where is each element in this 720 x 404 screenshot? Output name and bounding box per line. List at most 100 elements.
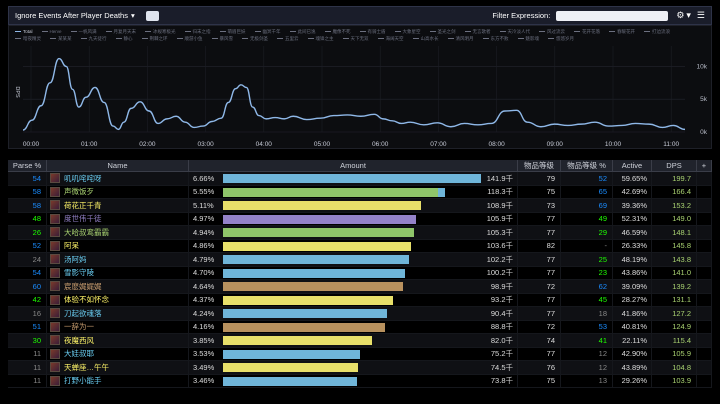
player-name[interactable]: 大娃叔耶: [64, 349, 94, 359]
player-name[interactable]: 度世伟千徒: [64, 214, 102, 224]
table-row[interactable]: 24 汤阿妈 4.79% 102.2千 77 25 48.19% 143.8: [8, 253, 712, 267]
table-row[interactable]: 51 一辞为一 4.16% 88.8千 72 53 40.81% 124.9: [8, 320, 712, 334]
player-name[interactable]: 打野小能手: [64, 376, 102, 386]
legend-item[interactable]: 暗夜精灵: [15, 35, 41, 42]
player-name-cell[interactable]: 宸麽娓娓娓: [47, 280, 189, 293]
death-filter-dropdown[interactable]: Ignore Events After Player Deaths ▾: [15, 11, 135, 20]
table-row[interactable]: 54 雪影守陵 4.70% 100.2千 77 23 43.86% 141.0: [8, 266, 712, 280]
legend-item[interactable]: 九天徒行: [80, 35, 107, 42]
parse-percent: 52: [8, 239, 47, 252]
player-name[interactable]: 汤阿妈: [64, 254, 87, 264]
legend-item[interactable]: 悠悠岁月: [548, 35, 574, 42]
player-name-cell[interactable]: 阿呆: [47, 239, 189, 252]
table-row[interactable]: 11 打野小能手 3.46% 73.8千 75 13 29.26% 103.9: [8, 374, 712, 388]
header-amount[interactable]: Amount: [189, 160, 518, 171]
table-row[interactable]: 60 宸麽娓娓娓 4.64% 98.9千 72 62 39.09% 139.2: [8, 280, 712, 294]
table-row[interactable]: 54 叽叽咤咤呀 6.66% 141.9千 79 52 59.65% 199.7: [8, 172, 712, 186]
legend-item[interactable]: Total: [15, 28, 33, 35]
player-name-cell[interactable]: 天蝉座…午午: [47, 361, 189, 374]
player-name[interactable]: 叽叽咤咤呀: [64, 173, 102, 183]
player-name-cell[interactable]: 夜魔西风: [47, 334, 189, 347]
legend-item[interactable]: 无言歌者: [464, 28, 491, 35]
legend-item[interactable]: 一帆风满: [70, 28, 97, 35]
player-name-cell[interactable]: 荷花正千青: [47, 199, 189, 212]
legend-item[interactable]: 风过流云: [539, 28, 565, 35]
legend-item[interactable]: 顺游小鱼: [176, 35, 203, 42]
player-name[interactable]: 大哈叔鸾霸霸: [64, 227, 109, 237]
legend-item[interactable]: 五里云: [277, 35, 299, 42]
legend-item[interactable]: 月复月天末: [105, 28, 136, 35]
legend-item[interactable]: 魂锋之主: [307, 35, 334, 42]
table-row[interactable]: 42 体验不如怀念 4.37% 93.2千 77 45 28.27% 131.1: [8, 293, 712, 307]
legend-item[interactable]: 山高水长: [412, 35, 439, 42]
legend-item[interactable]: 打边流浪: [644, 28, 670, 35]
player-name[interactable]: 阿呆: [64, 241, 79, 251]
table-row[interactable]: 26 大哈叔鸾霸霸 4.94% 105.3千 77 29 46.59% 148.1: [8, 226, 712, 240]
filter-toggle-box[interactable]: [145, 10, 159, 21]
legend-swatch: [307, 38, 314, 40]
player-name-cell[interactable]: 声微饭歹: [47, 185, 189, 198]
header-add-column[interactable]: +: [697, 160, 712, 171]
legend-item[interactable]: 有骑士盾: [359, 28, 386, 35]
player-name-cell[interactable]: 度世伟千徒: [47, 212, 189, 225]
header-ilvl[interactable]: 物品等级: [518, 160, 561, 171]
player-name-cell[interactable]: 汤阿妈: [47, 253, 189, 266]
legend-item[interactable]: 花开花落: [574, 28, 600, 35]
player-name-cell[interactable]: 雪影守陵: [47, 266, 189, 279]
legend-item[interactable]: 某某某: [50, 35, 72, 42]
legend-item[interactable]: 荆棘之环: [141, 35, 168, 42]
player-name-cell[interactable]: 打野小能手: [47, 374, 189, 387]
legend-item[interactable]: 大象星空: [394, 28, 421, 35]
player-name-cell[interactable]: 大娃叔耶: [47, 347, 189, 360]
table-row[interactable]: 16 刀起欲魂落 4.24% 90.4千 77 18 41.86% 127.2: [8, 307, 712, 321]
player-name-cell[interactable]: 叽叽咤咤呀: [47, 172, 189, 185]
table-header: Parse % Name Amount 物品等级 物品等级 % Active D…: [8, 160, 712, 172]
legend-item[interactable]: 此间已逸: [289, 28, 316, 35]
legend-item[interactable]: Herve: [41, 28, 62, 35]
player-name-cell[interactable]: 一辞为一: [47, 320, 189, 333]
table-row[interactable]: 48 度世伟千徒 4.97% 105.9千 77 49 52.31% 149.0: [8, 212, 712, 226]
legend-item[interactable]: 春暖花开: [609, 28, 635, 35]
legend-item[interactable]: 魔像不死: [324, 28, 351, 35]
header-active[interactable]: Active: [613, 160, 652, 171]
player-name[interactable]: 刀起欲魂落: [64, 308, 102, 318]
player-name-cell[interactable]: 体验不如怀念: [47, 293, 189, 306]
player-name[interactable]: 天蝉座…午午: [64, 362, 109, 372]
legend-item[interactable]: 幽冥千年: [254, 28, 281, 35]
header-name[interactable]: Name: [47, 160, 189, 171]
legend-item[interactable]: 清风明月: [447, 35, 474, 42]
player-name[interactable]: 体验不如怀念: [64, 295, 109, 305]
settings-dropdown[interactable]: ⚙ ▾: [676, 10, 691, 21]
player-name-cell[interactable]: 刀起欲魂落: [47, 307, 189, 320]
player-name[interactable]: 雪影守陵: [64, 268, 94, 278]
player-name[interactable]: 夜魔西风: [64, 335, 94, 345]
legend-item[interactable]: 东方不败: [482, 35, 509, 42]
legend-item[interactable]: 萌眉巨妖: [219, 28, 246, 35]
menu-icon[interactable]: ☰: [696, 10, 705, 20]
legend-item[interactable]: 静心: [115, 35, 133, 42]
table-row[interactable]: 11 天蝉座…午午 3.49% 74.5千 76 12 43.89% 104.8: [8, 361, 712, 375]
header-ilvl-pct[interactable]: 物品等级 %: [561, 160, 613, 171]
legend-item[interactable]: 暴风雪: [211, 35, 233, 42]
table-row[interactable]: 52 阿呆 4.86% 103.6千 82-26.33% 145.8: [8, 239, 712, 253]
legend-item[interactable]: 冰规寒极光: [145, 28, 176, 35]
table-row[interactable]: 11 大娃叔耶 3.53% 75.2千 77 12 42.90% 105.9: [8, 347, 712, 361]
header-dps[interactable]: DPS: [652, 160, 697, 171]
header-parse[interactable]: Parse %: [8, 160, 47, 171]
table-row[interactable]: 58 荷花正千青 5.11% 108.9千 73 69 39.36% 153.2: [8, 199, 712, 213]
legend-item[interactable]: 圣光之剑: [429, 28, 456, 35]
player-name[interactable]: 荷花正千青: [64, 200, 102, 210]
legend-item[interactable]: 魅影魂: [517, 35, 539, 42]
legend-item[interactable]: 天冷淡人代: [499, 28, 530, 35]
legend-item[interactable]: 海阔天空: [377, 35, 404, 42]
filter-expression-input[interactable]: [556, 10, 669, 21]
table-row[interactable]: 30 夜魔西风 3.85% 82.0千 74 41 22.11% 115.4: [8, 334, 712, 348]
table-row[interactable]: 58 声微饭歹 5.55% 118.3千 75 65 42.69% 166.4: [8, 185, 712, 199]
player-name-cell[interactable]: 大哈叔鸾霸霸: [47, 226, 189, 239]
legend-item[interactable]: 归末之指: [184, 28, 211, 35]
legend-item[interactable]: 无极剑圣: [242, 35, 268, 42]
player-name[interactable]: 声微饭歹: [64, 187, 94, 197]
player-name[interactable]: 宸麽娓娓娓: [64, 281, 102, 291]
player-name[interactable]: 一辞为一: [64, 322, 94, 332]
legend-item[interactable]: 天下无双: [342, 35, 369, 42]
